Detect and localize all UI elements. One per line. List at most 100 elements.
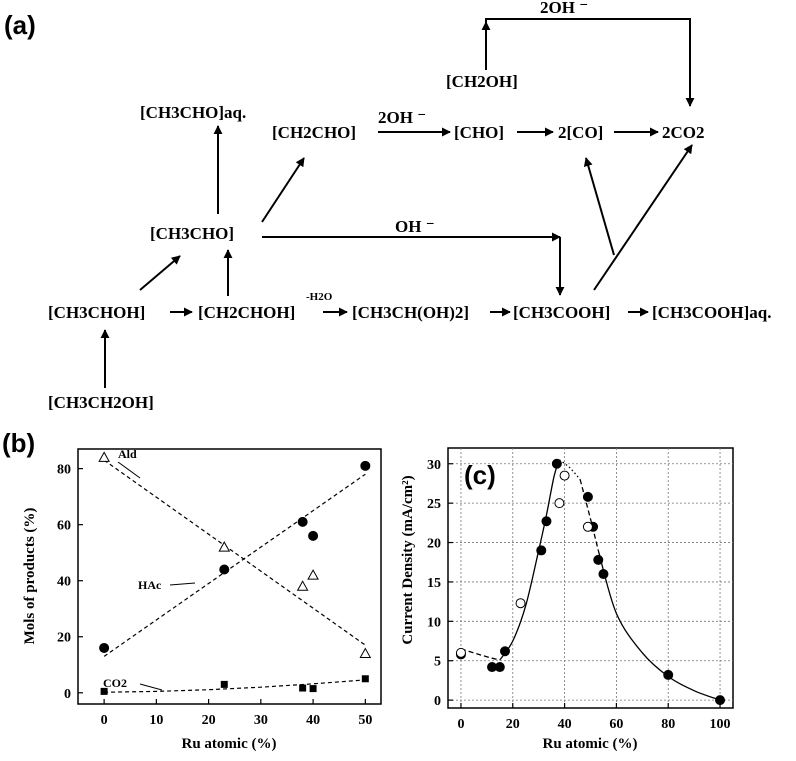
y-tick-label: 20 [427, 537, 441, 552]
point-series-0 [593, 554, 604, 565]
point-co2 [309, 685, 317, 693]
arrow-acid-to-co2 [593, 144, 693, 291]
node-co: 2[CO] [558, 123, 603, 142]
grid-c [448, 448, 733, 708]
x-tick-label: 80 [661, 717, 675, 732]
points-b [98, 451, 372, 695]
scheme-arrows [100, 18, 695, 388]
axes-b: 0 10 20 30 40 50 0 20 40 60 80 [57, 463, 372, 728]
node-ch3ch2oh: [CH3CH2OH] [48, 393, 154, 412]
leader-co2 [139, 683, 163, 691]
point-series-0 [598, 569, 609, 580]
panel-label-a: (a) [4, 10, 36, 40]
node-cho: [CHO] [454, 123, 504, 142]
trend-curve-3 [579, 479, 599, 551]
axes-c: 0 20 40 60 80 100 0 5 10 15 20 25 30 [427, 458, 731, 732]
reaction-scheme: (a) [CH3CH2OH] [CH3CHOH] [CH2CHOH] [CH3C… [4, 0, 771, 412]
point-co2 [361, 675, 369, 683]
point-co2 [220, 680, 228, 688]
point-ald [218, 541, 231, 552]
point-series-1 [515, 598, 526, 609]
y-axis-label-b: Mols of products (%) [22, 508, 38, 645]
fit-line-co2 [104, 679, 366, 693]
label-2oh-top: 2OH ⁻ [540, 0, 588, 17]
y-tick-label: 10 [427, 615, 441, 630]
x-tick-label: 50 [358, 713, 372, 728]
point-series-1 [554, 498, 565, 509]
point-series-0 [715, 695, 726, 706]
x-tick-label: 0 [457, 717, 464, 732]
point-ald [296, 580, 309, 591]
x-axis-label-c: Ru atomic (%) [543, 736, 638, 752]
point-hac [360, 460, 371, 471]
point-series-1 [582, 521, 593, 532]
x-tick-label: 10 [149, 713, 163, 728]
trend-curve-0 [460, 648, 500, 661]
y-tick-label: 15 [427, 576, 441, 591]
x-tick-label: 0 [101, 713, 108, 728]
chart-c: 0 20 40 60 80 100 0 5 10 15 20 25 30 (c) Ru atomic (… [400, 447, 734, 752]
x-tick-label: 40 [306, 713, 320, 728]
arrow-acid-to-co [583, 157, 615, 256]
node-ch2cho: [CH2CHO] [272, 123, 356, 142]
fit-line-ald [103, 459, 366, 646]
point-co2 [100, 687, 108, 695]
y-axis-label-c: Current Density (mA/cm²) [400, 475, 416, 644]
series-annotations-b: Ald HAc CO2 [103, 447, 196, 691]
arrow-ch2oh-loop [485, 18, 695, 107]
x-tick-label: 30 [254, 713, 268, 728]
point-co2 [299, 684, 307, 692]
point-series-0 [494, 662, 505, 673]
y-tick-label: 5 [434, 655, 441, 670]
arrow-ch3choh-to-ch3cho [139, 255, 181, 291]
node-ch3cooh-aq: [CH3COOH]aq. [652, 303, 771, 322]
y-tick-label: 0 [434, 694, 441, 709]
trend-curve-2 [559, 459, 581, 480]
series-label-hac: HAc [138, 578, 162, 592]
node-ch3cooh: [CH3COOH] [513, 303, 610, 322]
point-hac [297, 516, 308, 527]
x-tick-label: 60 [609, 717, 623, 732]
chart-b: (b) 0 10 20 30 40 50 0 20 40 60 80 Ald HAc CO2 Ru … [2, 428, 382, 752]
trend-curve-4 [597, 550, 721, 701]
plot-frame-b [77, 448, 382, 705]
panel-label-b: (b) [2, 428, 35, 458]
y-tick-label: 20 [57, 631, 71, 646]
leader-ald [117, 461, 141, 479]
y-tick-label: 0 [64, 687, 71, 702]
label-2oh-mid: 2OH ⁻ [378, 108, 426, 127]
point-series-0 [663, 669, 674, 680]
point-series-0 [536, 545, 547, 556]
x-tick-label: 20 [506, 717, 520, 732]
point-hac [99, 642, 110, 653]
point-ald [98, 451, 110, 462]
node-ch2chohr: [CH2CHOH] [198, 303, 295, 322]
x-axis-label-b: Ru atomic (%) [182, 736, 277, 752]
x-tick-label: 40 [558, 717, 572, 732]
x-tick-label: 100 [710, 717, 731, 732]
point-series-0 [551, 458, 562, 469]
panel-label-c: (c) [464, 460, 496, 490]
point-series-1 [455, 647, 466, 658]
node-co2: 2CO2 [662, 123, 705, 142]
label-minus-h2o: -H2O [306, 291, 333, 303]
node-ch3ch-oh2: [CH3CH(OH)2] [352, 303, 469, 322]
series-label-co2: CO2 [103, 676, 127, 690]
point-ald [359, 647, 372, 659]
trend-curve-1 [499, 459, 561, 661]
node-ch3cho: [CH3CHO] [150, 224, 234, 243]
series-label-ald: Ald [118, 447, 137, 461]
label-oh: OH ⁻ [395, 217, 435, 236]
y-tick-label: 25 [427, 497, 441, 512]
fit-line-hac [103, 473, 366, 657]
points-c [455, 458, 726, 706]
leader-hac [169, 582, 196, 586]
fit-lines-b [103, 459, 366, 693]
point-series-1 [559, 470, 570, 481]
point-hac [219, 564, 230, 575]
arrow-ch3cho-to-ch2cho [261, 157, 305, 223]
y-tick-label: 60 [57, 519, 71, 534]
y-tick-label: 80 [57, 463, 71, 478]
plot-frame-c [447, 447, 734, 709]
